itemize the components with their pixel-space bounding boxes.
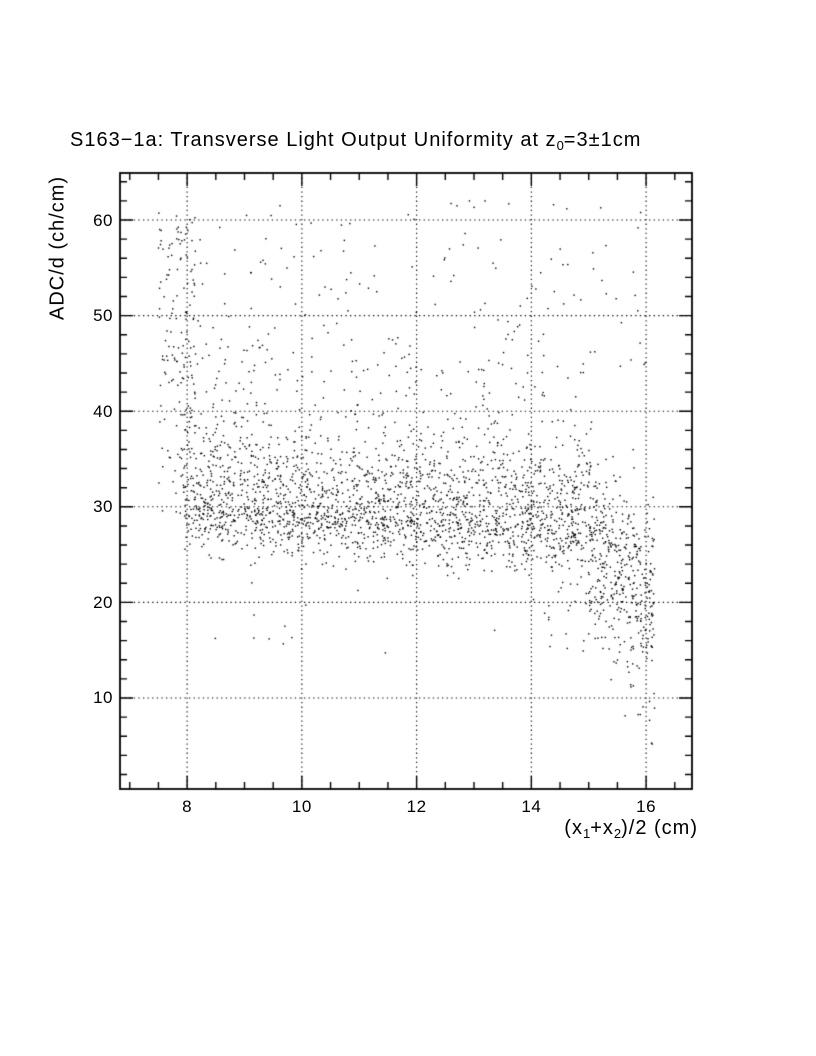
y-tick-label: 20 xyxy=(93,592,113,612)
x-tick-label: 14 xyxy=(521,797,542,816)
y-tick-label: 30 xyxy=(93,497,113,517)
y-tick-label: 10 xyxy=(93,688,113,708)
chart-title: S163−1a: Transverse Light Output Uniform… xyxy=(70,129,750,153)
y-tick-label: 40 xyxy=(93,401,113,421)
chart-title-subscript: 0 xyxy=(556,138,564,153)
x-tick-label: 8 xyxy=(182,797,193,816)
y-tick-label: 50 xyxy=(93,306,113,326)
chart-title-text-post: =3±1cm xyxy=(563,129,642,151)
x-tick-label: 16 xyxy=(636,797,657,816)
x-tick-label: 12 xyxy=(406,797,427,816)
x-label-subscript-2: 2 xyxy=(613,826,622,841)
chart-title-text: S163−1a: Transverse Light Output Uniform… xyxy=(70,129,557,151)
x-axis-label: (x1+x2)/2 (cm) xyxy=(564,817,698,841)
x-label-subscript-1: 1 xyxy=(582,826,591,841)
y-tick-label: 60 xyxy=(93,210,113,230)
y-axis-label: ADC/d (ch/cm) xyxy=(46,175,69,321)
x-tick-label: 10 xyxy=(291,797,312,816)
